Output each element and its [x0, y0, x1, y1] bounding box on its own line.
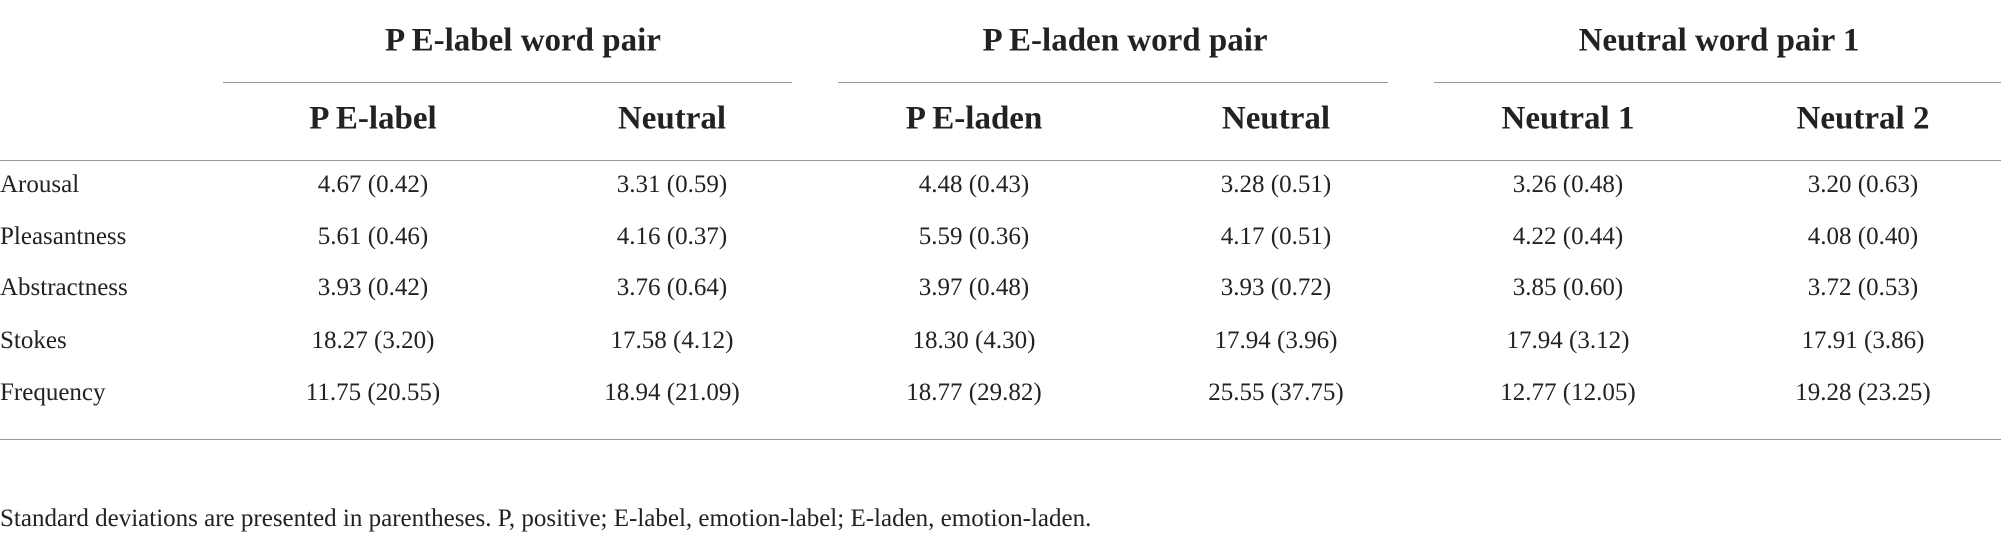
cell: 18.27 (3.20) [311, 327, 435, 354]
column-header: Neutral [1221, 100, 1331, 137]
column-header: Neutral 2 [1796, 100, 1930, 137]
group-header: P E-label word pair [385, 22, 661, 59]
cell: 11.75 (20.55) [305, 379, 441, 406]
cell: 4.22 (0.44) [1512, 223, 1624, 250]
cell: 12.77 (12.05) [1500, 379, 1636, 406]
cell: 4.17 (0.51) [1220, 223, 1332, 250]
cell: 3.93 (0.42) [317, 274, 429, 301]
row-label: Stokes [0, 327, 67, 354]
cell: 5.59 (0.36) [918, 223, 1030, 250]
cell: 3.97 (0.48) [918, 274, 1030, 301]
cell: 19.28 (23.25) [1795, 379, 1931, 406]
group-rule [223, 82, 792, 83]
row-label: Frequency [0, 379, 106, 406]
cell: 3.20 (0.63) [1807, 171, 1919, 198]
bottom-rule [0, 439, 2001, 440]
cell: 3.76 (0.64) [616, 274, 728, 301]
column-header: Neutral 1 [1501, 100, 1635, 137]
group-rule [838, 82, 1388, 83]
group-rule [1434, 82, 2001, 83]
cell: 4.16 (0.37) [616, 223, 728, 250]
column-header: Neutral [617, 100, 727, 137]
cell: 3.26 (0.48) [1512, 171, 1624, 198]
cell: 3.85 (0.60) [1512, 274, 1624, 301]
row-label: Arousal [0, 171, 80, 198]
cell: 25.55 (37.75) [1208, 379, 1344, 406]
cell: 4.67 (0.42) [317, 171, 429, 198]
cell: 17.58 (4.12) [610, 327, 734, 354]
cell: 4.08 (0.40) [1807, 223, 1919, 250]
column-header: P E-laden [905, 100, 1043, 137]
cell: 4.48 (0.43) [918, 171, 1030, 198]
cell: 5.61 (0.46) [317, 223, 429, 250]
cell: 3.31 (0.59) [616, 171, 728, 198]
cell: 18.94 (21.09) [604, 379, 740, 406]
cell: 3.72 (0.53) [1807, 274, 1919, 301]
cell: 3.93 (0.72) [1220, 274, 1332, 301]
cell: 18.30 (4.30) [912, 327, 1036, 354]
cell: 18.77 (29.82) [906, 379, 1042, 406]
cell: 17.91 (3.86) [1801, 327, 1925, 354]
column-header: P E-label [309, 100, 437, 137]
cell: 17.94 (3.96) [1214, 327, 1338, 354]
row-label: Abstractness [0, 274, 128, 301]
footnote: Standard deviations are presented in par… [0, 505, 1092, 532]
cell: 17.94 (3.12) [1506, 327, 1630, 354]
group-header: P E-laden word pair [982, 22, 1268, 59]
cell: 3.28 (0.51) [1220, 171, 1332, 198]
group-header: Neutral word pair 1 [1578, 22, 1860, 59]
row-label: Pleasantness [0, 223, 127, 250]
header-rule [0, 160, 2001, 161]
